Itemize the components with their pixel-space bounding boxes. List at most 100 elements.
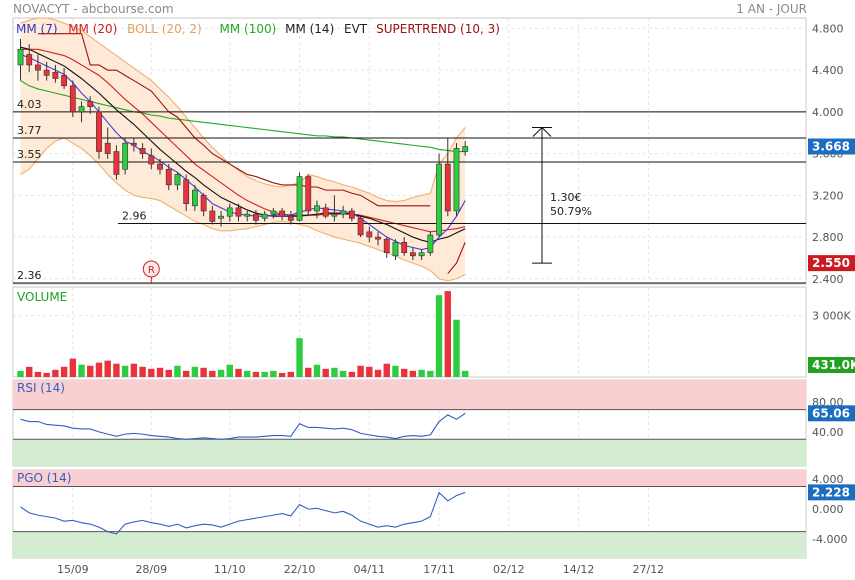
legend-item: MM (100) [220, 22, 277, 36]
candle-body [366, 231, 373, 238]
candle-body [244, 213, 251, 217]
last-price-tag-bg [808, 138, 855, 155]
candle-body [383, 238, 390, 254]
volume-bar [366, 366, 373, 377]
volume-bar [174, 365, 181, 377]
x-tick-label: 14/12 [563, 563, 595, 576]
candle-body [52, 71, 59, 79]
level-label: 2.96 [122, 209, 147, 222]
volume-bar [348, 371, 356, 377]
last-price-tag: 3.668 [812, 140, 850, 154]
volume-title: VOLUME [17, 290, 67, 304]
candle-body [322, 207, 329, 217]
volume-bar [374, 369, 382, 377]
volume-bar [130, 363, 138, 377]
candle-body [279, 210, 285, 217]
volume-bar [165, 369, 172, 377]
volume-bar [148, 368, 155, 377]
volume-bar [95, 362, 103, 377]
candle-body [462, 146, 469, 152]
candle-body [200, 195, 207, 212]
y-tick-label: 3.200 [812, 189, 844, 202]
candle-body [139, 148, 146, 154]
bollinger-lower-line [20, 137, 466, 282]
candle-body [192, 189, 198, 207]
volume-bar [17, 370, 24, 377]
measure-percent: 50.79% [550, 205, 592, 218]
x-tick-label: 28/09 [135, 563, 167, 576]
volume-bar [43, 372, 50, 377]
volume-bar [305, 367, 312, 377]
volume-bar [392, 365, 399, 377]
volume-last-tag-bg [808, 357, 855, 373]
volume-bar [34, 371, 42, 377]
candle-body [331, 213, 338, 217]
volume-bar [296, 338, 303, 377]
pgo-last-tag: 2.228 [812, 485, 850, 499]
rsi-oversold-zone [13, 439, 806, 466]
candle-body [35, 64, 41, 71]
candle-body [61, 75, 67, 87]
panel-frame-price [12, 17, 807, 285]
volume-bar [87, 365, 94, 377]
volume-bar [226, 364, 233, 377]
volume-bar [313, 364, 321, 377]
bollinger-band-fill [20, 18, 466, 281]
volume-bar [383, 363, 390, 377]
pgo-lower-zone [13, 531, 806, 558]
event-marker-label: R [148, 265, 155, 276]
bollinger-upper-line [20, 17, 466, 203]
mm14-line [20, 46, 466, 243]
volume-bar [191, 366, 199, 377]
volume-bar [78, 364, 85, 377]
rsi-last-tag: 65.06 [812, 406, 850, 420]
legend-item: MM (7) [16, 22, 58, 36]
candle-body [113, 151, 120, 175]
candle-body [218, 215, 224, 219]
candle-body [78, 106, 85, 113]
volume-tick-label: 3 000K [812, 310, 851, 323]
pgo-tick-label: 0.000 [812, 503, 844, 516]
candle-body [69, 85, 76, 113]
candle-body [165, 168, 172, 186]
volume-bar [209, 370, 216, 377]
pgo-last-tag-bg [808, 484, 855, 501]
rsi-title: RSI (14) [17, 381, 65, 395]
candle-body [235, 207, 242, 217]
rsi-tick-label: 40.00 [812, 426, 844, 439]
page-title: NOVACYT - abcbourse.com [13, 2, 174, 16]
y-tick-label: 4.000 [812, 106, 844, 119]
legend-item: MM (14) [285, 22, 334, 36]
candle-body [122, 142, 129, 170]
mm100-line [20, 80, 466, 153]
volume-bar [427, 370, 434, 377]
volume-bar [252, 371, 260, 377]
candle-body [270, 210, 277, 215]
candle-body [253, 213, 259, 221]
candle-body [287, 215, 294, 221]
volume-bar [235, 368, 242, 377]
pgo-upper-zone [13, 470, 806, 487]
volume-bar [444, 291, 451, 377]
candle-body [104, 142, 111, 154]
candle-body [148, 155, 155, 165]
candle-body [96, 111, 102, 152]
candle-body [261, 213, 268, 219]
volume-bar [331, 367, 338, 377]
y-tick-label: 2.800 [812, 231, 844, 244]
candle-body [453, 148, 460, 212]
volume-bar [60, 366, 68, 377]
volume-bar [462, 370, 469, 377]
measure-amount: 1.30€ [550, 191, 582, 204]
y-tick-label: 4.400 [812, 64, 844, 77]
level-label: 4.03 [17, 98, 42, 111]
candle-body [392, 241, 399, 257]
rsi-line [20, 412, 466, 440]
period-label: 1 AN - JOUR [736, 2, 807, 16]
volume-bar [357, 365, 364, 377]
volume-bar [244, 370, 251, 377]
candle-body [43, 69, 50, 76]
volume-bar [278, 372, 286, 377]
volume-bar [261, 371, 268, 377]
